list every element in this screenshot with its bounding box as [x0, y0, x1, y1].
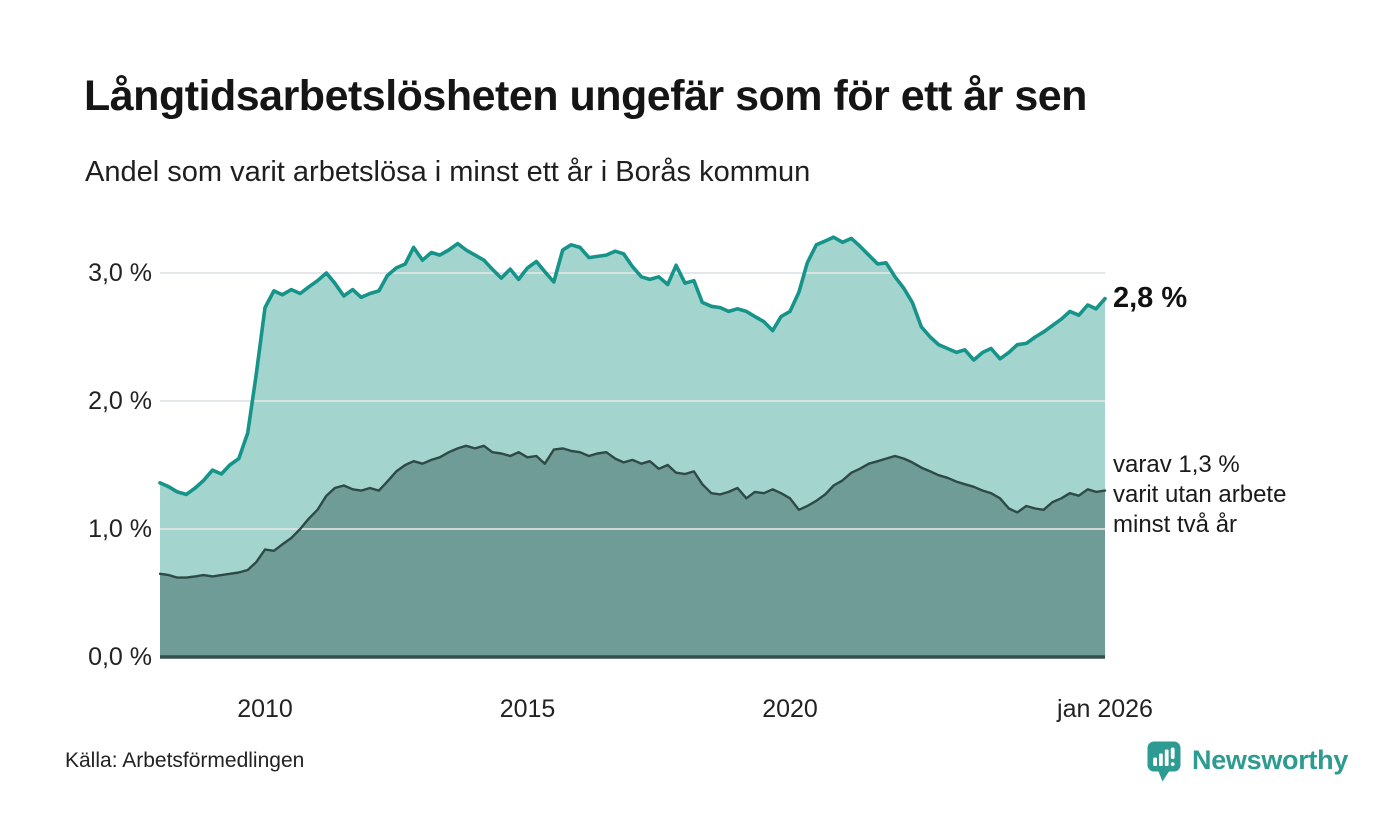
y-axis-tick-label: 2,0 % — [88, 387, 152, 415]
page-subtitle: Andel som varit arbetslösa i minst ett å… — [85, 156, 811, 188]
y-axis-tick-label: 3,0 % — [88, 259, 152, 287]
series-line-at-least-two-years — [158, 444, 1107, 579]
source-credit: Källa: Arbetsförmedlingen — [65, 749, 305, 772]
area-fill-at-least-two-years — [160, 445, 1105, 657]
y-axis-tick-label: 0,0 % — [88, 643, 152, 671]
y-axis-tick-label: 1,0 % — [88, 515, 152, 543]
logo-bar-small — [1153, 757, 1157, 766]
gridlines — [160, 272, 1105, 530]
x-axis-tick-label: jan 2026 — [1057, 695, 1153, 723]
logo-exclamation-dot — [1170, 762, 1175, 766]
series-line-at-least-one-year — [158, 235, 1107, 497]
secondary-annotation-line: varit utan arbete — [1113, 481, 1287, 508]
area-fills — [160, 237, 1105, 657]
newsworthy-logo: Newsworthy — [1146, 740, 1348, 784]
logo-exclamation-stem — [1170, 747, 1175, 759]
x-axis-tick-label: 2010 — [237, 695, 293, 723]
x-axis-tick-label: 2015 — [499, 695, 556, 723]
logo-bar-large — [1164, 749, 1169, 766]
logo-bar-medium — [1159, 753, 1163, 766]
newsworthy-wordmark: Newsworthy — [1192, 745, 1349, 775]
logo-bubble-shape — [1147, 741, 1181, 782]
page-title: Långtidsarbetslösheten ungefär som för e… — [84, 72, 1087, 120]
latest-value-annotation: 2,8 % — [1113, 282, 1188, 314]
secondary-annotation-line: minst två år — [1113, 511, 1238, 538]
newsworthy-icon — [1146, 740, 1182, 784]
x-axis-tick-label: 2020 — [762, 695, 818, 723]
secondary-series-annotation: varav 1,3 % varit utan arbete minst två … — [1113, 450, 1286, 540]
secondary-annotation-line: varav 1,3 % — [1113, 451, 1240, 478]
